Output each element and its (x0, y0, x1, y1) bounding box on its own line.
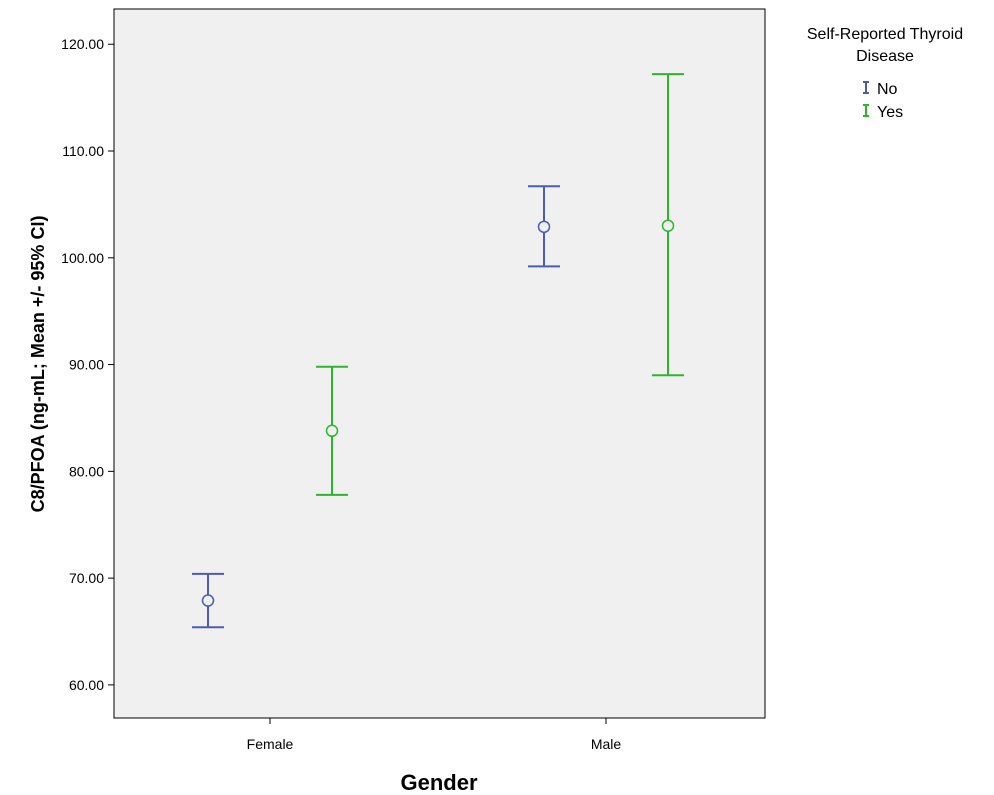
chart-marks (192, 73, 684, 629)
x-tick-label: Male (591, 736, 622, 752)
y-tick-label: 80.00 (69, 463, 104, 479)
y-tick-label: 120.00 (61, 36, 104, 52)
legend-label-no: No (877, 81, 898, 98)
y-tick-label: 90.00 (69, 357, 104, 373)
legend-title-line-2: Disease (856, 48, 914, 65)
y-axis: 60.00 70.00 80.00 90.00 100.00 110.00 120.00 (61, 36, 114, 693)
x-tick-label: Female (247, 736, 294, 752)
mean-point (325, 424, 339, 438)
legend-items: No Yes (863, 81, 903, 121)
series-yes (316, 73, 684, 496)
x-axis: Female Male (247, 718, 622, 752)
y-tick-label: 60.00 (69, 677, 104, 693)
y-tick-label: 100.00 (61, 250, 104, 266)
legend-label-yes: Yes (877, 104, 903, 121)
y-tick-label: 110.00 (62, 143, 104, 159)
y-tick-label: 70.00 (69, 570, 104, 586)
legend-title-line-1: Self-Reported Thyroid (807, 26, 963, 43)
x-axis-title: Gender (400, 770, 477, 795)
plot-area (113, 8, 766, 719)
mean-point (661, 219, 675, 233)
series-no (192, 185, 560, 629)
legend: Self-Reported Thyroid Disease No Yes (807, 26, 963, 121)
y-axis-title: C8/PFOA (ng-mL; Mean +/- 95% CI) (28, 216, 48, 513)
mean-point (201, 594, 215, 607)
mean-point (537, 220, 551, 234)
